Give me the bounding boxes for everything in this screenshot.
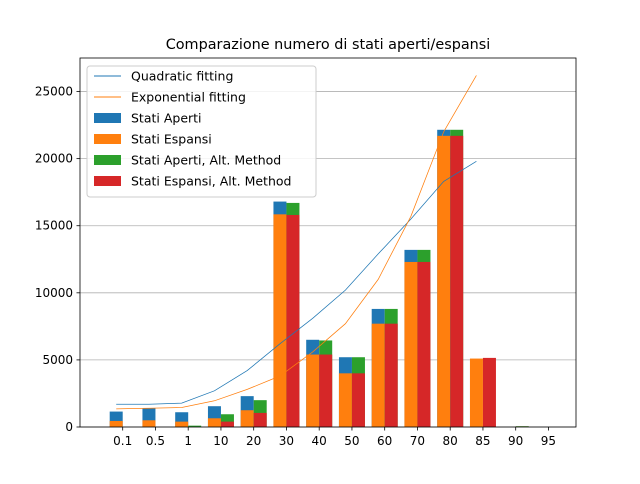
bar-stati-espansi: [175, 422, 188, 427]
y-tick-label: 25000: [35, 85, 73, 99]
bar-stati-espansi: [372, 324, 385, 427]
x-tick-label: 95: [541, 434, 556, 448]
x-tick-label: 80: [443, 434, 458, 448]
bar-stati-espansi: [241, 410, 254, 427]
x-tick-label: 20: [246, 434, 261, 448]
x-tick-label: 40: [312, 434, 327, 448]
legend-swatch-bar: [94, 176, 121, 186]
x-tick-label: 0.5: [146, 434, 165, 448]
legend-swatch-bar: [94, 113, 121, 123]
x-tick-label: 90: [508, 434, 523, 448]
y-tick-label: 20000: [35, 152, 73, 166]
x-tick-label: 85: [475, 434, 490, 448]
legend-label: Stati Aperti, Alt. Method: [131, 153, 281, 168]
bar-stati-espansi-alt-method: [221, 422, 234, 427]
bar-stati-espansi: [437, 136, 450, 427]
bar-stati-espansi-alt-method: [319, 355, 332, 427]
bar-stati-espansi-alt-method: [254, 413, 267, 427]
bar-stati-espansi-alt-method: [385, 324, 398, 427]
x-tick-label: 60: [377, 434, 392, 448]
bar-stati-espansi: [273, 214, 286, 427]
y-tick-label: 5000: [42, 353, 73, 367]
y-tick-label: 10000: [35, 286, 73, 300]
legend-label: Stati Espansi: [131, 132, 212, 147]
legend-swatch-bar: [94, 134, 121, 144]
chart-title: Comparazione numero di stati aperti/espa…: [166, 37, 491, 53]
x-tick-label: 30: [279, 434, 294, 448]
x-tick-label: 10: [213, 434, 228, 448]
bar-stati-espansi: [306, 355, 319, 427]
bar-stati-espansi-alt-method: [483, 358, 496, 427]
y-tick-label: 0: [65, 420, 73, 434]
bar-stati-espansi: [339, 373, 352, 427]
bar-stati-espansi-alt-method: [352, 373, 365, 427]
bar-stati-espansi: [110, 421, 123, 427]
legend: Quadratic fitting Exponential fitting Stat…: [87, 66, 316, 197]
bar-stati-espansi: [470, 359, 483, 427]
bar-stati-espansi-alt-method: [286, 215, 299, 427]
x-tick-label: 50: [344, 434, 359, 448]
bar-stati-espansi-alt-method: [450, 136, 463, 427]
bar-stati-espansi: [208, 418, 221, 427]
x-tick-label: 1: [184, 434, 192, 448]
legend-label: Quadratic fitting: [131, 69, 233, 84]
bar-stati-espansi-alt-method: [417, 262, 430, 427]
legend-label: Stati Aperti: [131, 111, 202, 126]
bar-stati-espansi: [142, 420, 155, 427]
legend-swatch-bar: [94, 155, 121, 165]
legend-label: Exponential fitting: [131, 90, 246, 105]
x-tick-label: 70: [410, 434, 425, 448]
legend-label: Stati Espansi, Alt. Method: [131, 174, 291, 189]
y-tick-label: 15000: [35, 219, 73, 233]
x-tick-label: 0.1: [113, 434, 132, 448]
bar-stati-espansi: [404, 262, 417, 427]
